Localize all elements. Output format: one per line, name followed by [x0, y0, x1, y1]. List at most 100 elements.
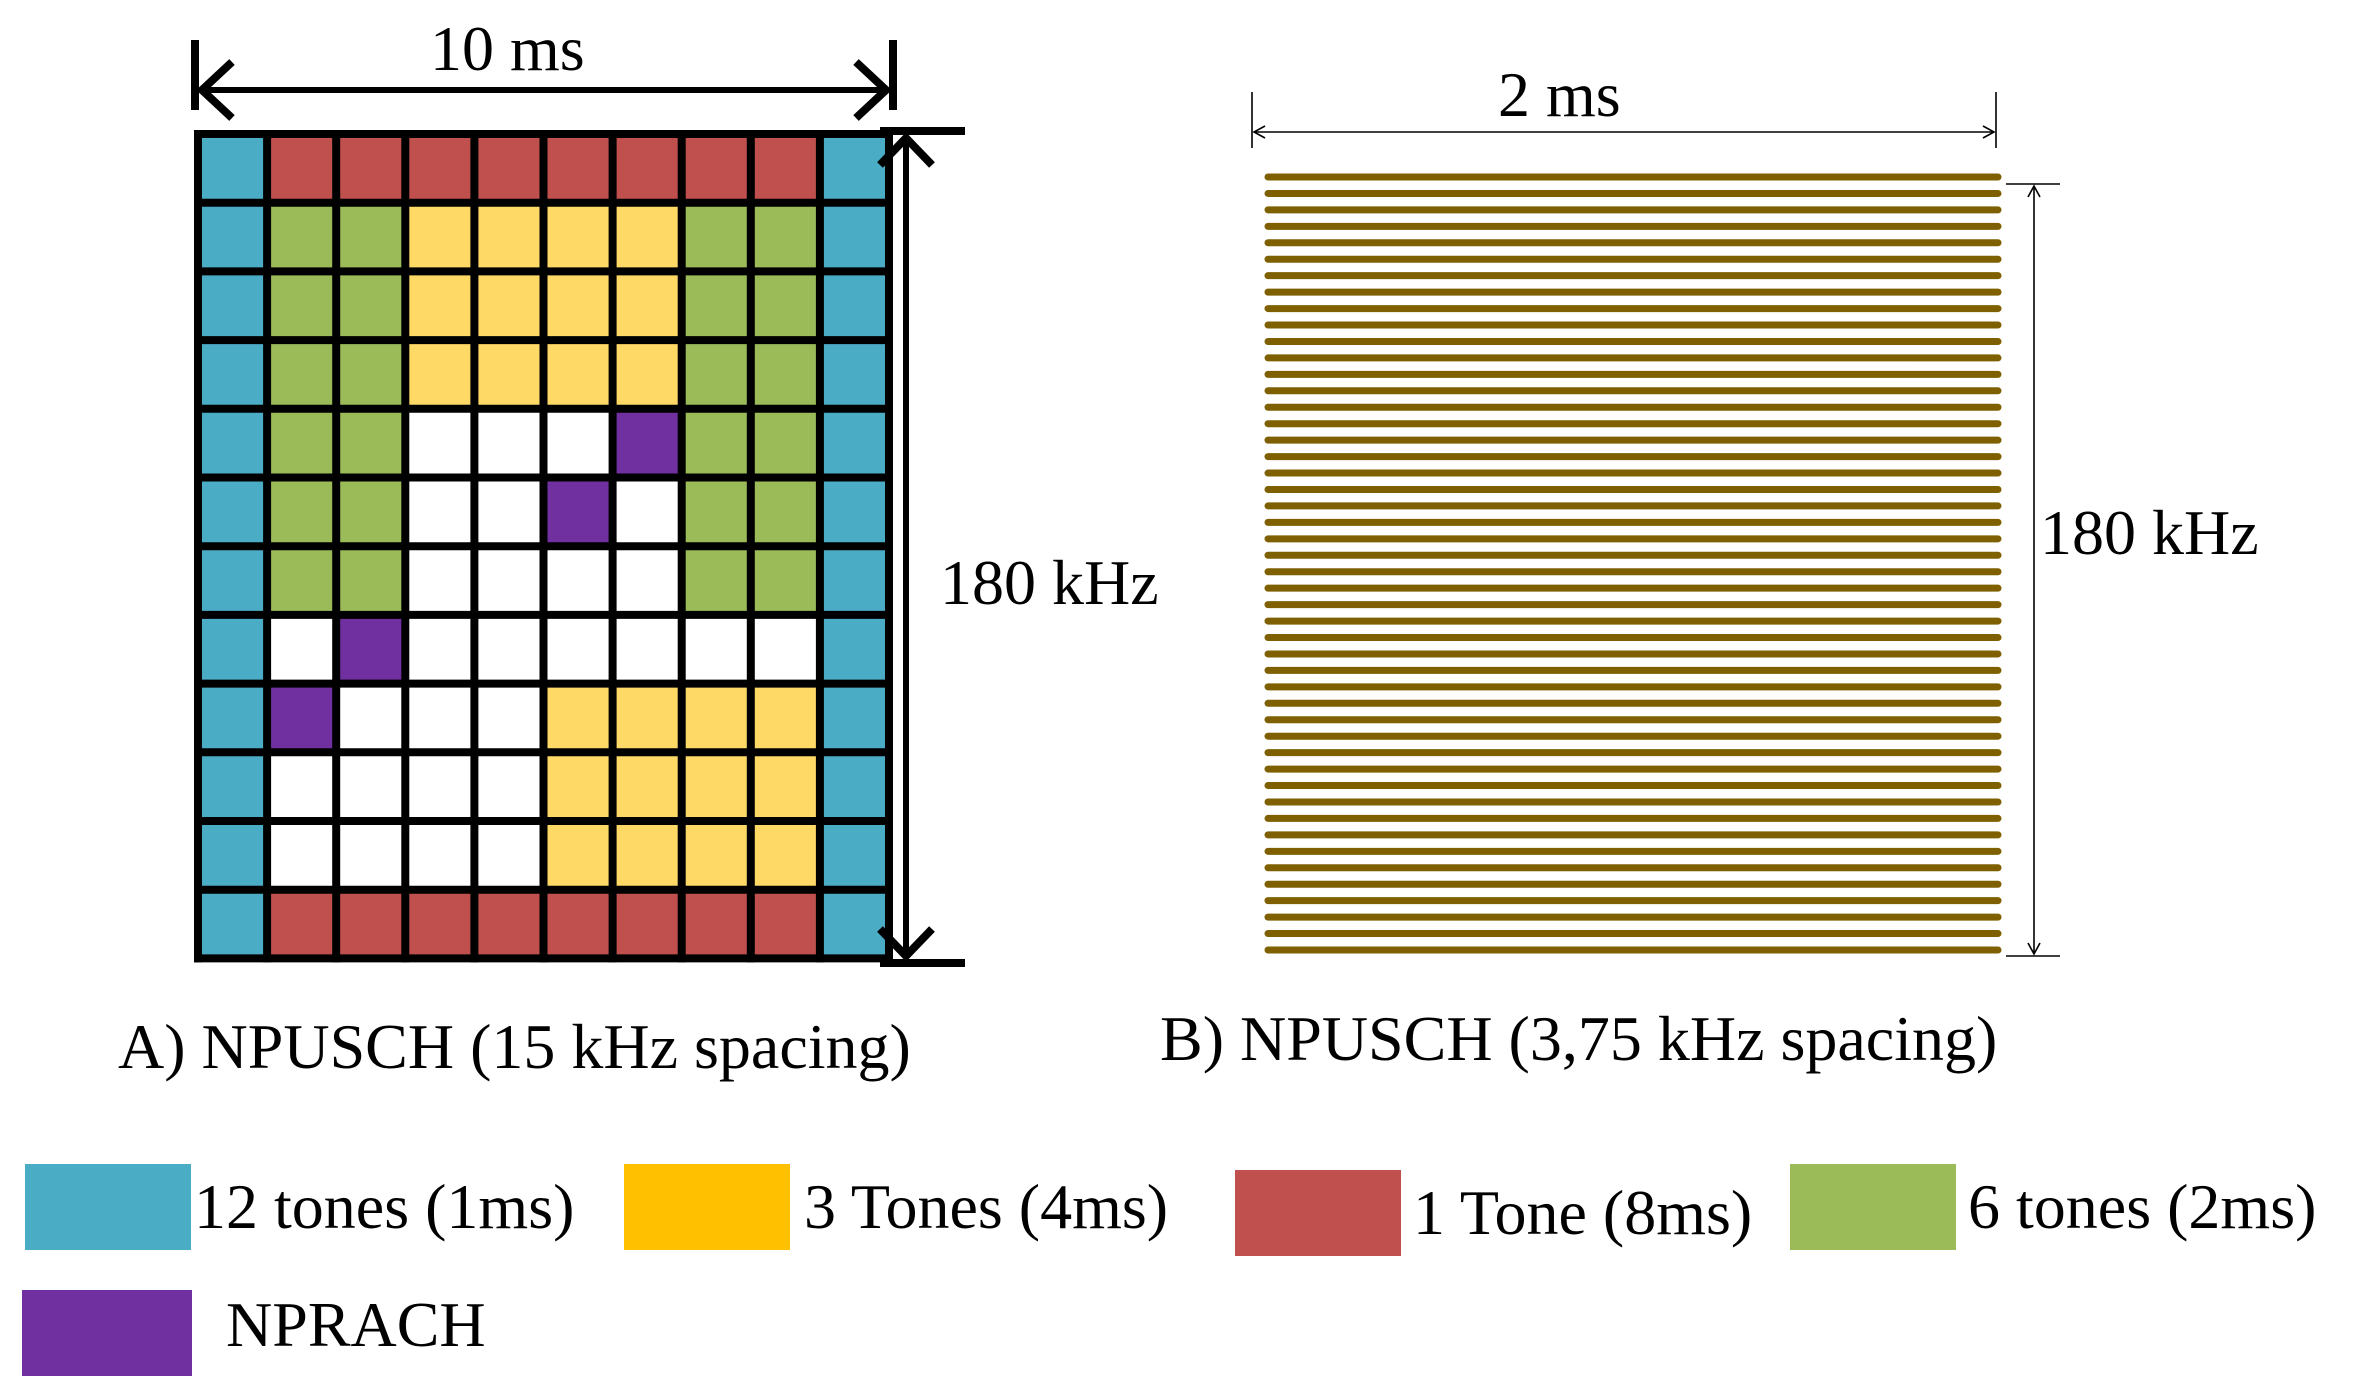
panel-b-width-label: 2 ms — [1498, 59, 1621, 130]
grid-cell-empty — [336, 821, 406, 890]
grid-cell-3-tones — [612, 821, 682, 890]
grid-lines — [194, 130, 893, 963]
grid-cell-empty — [267, 752, 337, 821]
grid-cell-6-tones — [267, 408, 337, 478]
grid-cell-empty — [543, 408, 613, 478]
grid-cell-6-tones — [750, 202, 820, 272]
grid-cell-12-tones — [819, 477, 889, 547]
grid-cell-3-tones — [750, 752, 820, 821]
panel-b-width-dimension — [1251, 92, 1997, 148]
resource-grid — [198, 134, 889, 959]
grid-cell-6-tones — [336, 340, 406, 409]
grid-cell-12-tones — [819, 889, 889, 959]
subcarrier-lines — [1264, 173, 2002, 954]
panel-b-height-label: 180 kHz — [2040, 497, 2259, 568]
grid-cell-empty — [612, 546, 682, 615]
grid-cell-6-tones — [267, 202, 337, 272]
grid-cell-3-tones — [681, 752, 751, 821]
grid-cell-empty — [474, 683, 544, 753]
grid-cell-6-tones — [267, 271, 337, 341]
grid-cell-1-tone — [336, 889, 406, 959]
grid-cell-1-tone — [474, 889, 544, 959]
grid-cell-empty — [474, 752, 544, 821]
grid-cell-empty — [405, 683, 475, 753]
grid-cell-empty — [612, 614, 682, 684]
panel-a-height-label: 180 kHz — [940, 547, 1159, 618]
grid-cell-12-tones — [819, 752, 889, 821]
grid-cell-12-tones — [819, 202, 889, 272]
grid-cell-empty — [474, 477, 544, 547]
grid-cell-3-tones — [750, 821, 820, 890]
grid-cell-empty — [750, 614, 820, 684]
legend-label-12-tones: 12 tones (1ms) — [194, 1171, 575, 1242]
grid-cell-1-tone — [681, 889, 751, 959]
grid-cell-12-tones — [198, 683, 268, 753]
grid-cell-12-tones — [198, 477, 268, 547]
grid-cell-6-tones — [336, 408, 406, 478]
grid-cell-12-tones — [198, 340, 268, 409]
legend-label-1-tone: 1 Tone (8ms) — [1413, 1177, 1753, 1248]
grid-cell-6-tones — [681, 271, 751, 341]
grid-cell-3-tones — [543, 271, 613, 341]
grid-cell-empty — [267, 614, 337, 684]
grid-cell-3-tones — [681, 821, 751, 890]
grid-cell-empty — [474, 408, 544, 478]
grid-cell-3-tones — [543, 340, 613, 409]
grid-cell-12-tones — [198, 614, 268, 684]
grid-cell-12-tones — [819, 614, 889, 684]
grid-cell-12-tones — [198, 752, 268, 821]
panel-a-caption: A) NPUSCH (15 kHz spacing) — [118, 1011, 911, 1082]
grid-cell-12-tones — [819, 683, 889, 753]
panel-a-height-dimension — [877, 127, 965, 967]
panel-a-grid — [191, 40, 965, 967]
grid-cell-empty — [405, 546, 475, 615]
grid-cell-3-tones — [405, 271, 475, 341]
grid-cell-nprach — [612, 408, 682, 478]
grid-cell-3-tones — [612, 271, 682, 341]
grid-cell-6-tones — [267, 340, 337, 409]
panel-a-width-label: 10 ms — [430, 13, 585, 84]
panel-b-subcarriers — [1251, 92, 2060, 957]
grid-cell-empty — [474, 614, 544, 684]
legend-swatch-12-tones — [25, 1164, 191, 1250]
grid-cell-nprach — [267, 683, 337, 753]
grid-cell-empty — [543, 546, 613, 615]
grid-cell-3-tones — [681, 683, 751, 753]
grid-cell-12-tones — [819, 821, 889, 890]
grid-cell-3-tones — [612, 752, 682, 821]
grid-cell-6-tones — [267, 546, 337, 615]
panel-a-width-dimension — [191, 40, 897, 121]
grid-cell-6-tones — [681, 546, 751, 615]
grid-cell-empty — [336, 752, 406, 821]
grid-cell-empty — [405, 752, 475, 821]
grid-cell-1-tone — [612, 134, 682, 203]
grid-cell-1-tone — [474, 134, 544, 203]
grid-cell-3-tones — [474, 202, 544, 272]
grid-cell-12-tones — [819, 271, 889, 341]
panel-b-caption: B) NPUSCH (3,75 kHz spacing) — [1160, 1003, 1998, 1074]
grid-cell-empty — [336, 683, 406, 753]
grid-cell-1-tone — [405, 889, 475, 959]
grid-cell-12-tones — [198, 202, 268, 272]
grid-cell-1-tone — [681, 134, 751, 203]
grid-cell-empty — [474, 821, 544, 890]
legend-label-3-tones: 3 Tones (4ms) — [804, 1171, 1169, 1242]
grid-cell-1-tone — [750, 889, 820, 959]
grid-cell-empty — [681, 614, 751, 684]
grid-cell-3-tones — [612, 340, 682, 409]
grid-cell-3-tones — [750, 683, 820, 753]
grid-cell-6-tones — [681, 202, 751, 272]
grid-cell-3-tones — [543, 202, 613, 272]
grid-cell-3-tones — [474, 340, 544, 409]
grid-cell-3-tones — [612, 202, 682, 272]
grid-cell-3-tones — [612, 683, 682, 753]
grid-cell-12-tones — [819, 408, 889, 478]
grid-cell-empty — [267, 821, 337, 890]
grid-cell-6-tones — [267, 477, 337, 547]
grid-cell-empty — [612, 477, 682, 547]
legend-label-6-tones: 6 tones (2ms) — [1968, 1171, 2317, 1242]
panel-b-height-dimension — [2006, 183, 2060, 957]
grid-cell-3-tones — [405, 202, 475, 272]
grid-cell-12-tones — [198, 408, 268, 478]
